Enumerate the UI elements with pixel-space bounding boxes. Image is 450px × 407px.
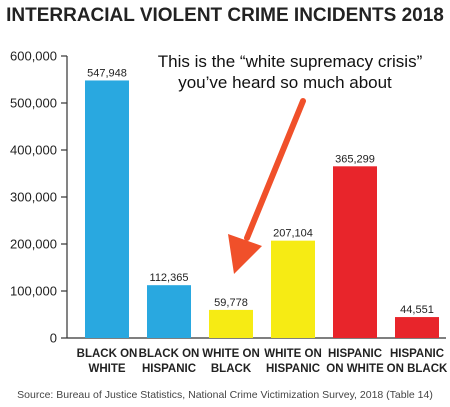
y-tick-label: 600,000: [10, 49, 57, 64]
annotation-arrow-shaft: [244, 98, 306, 241]
bar: [333, 166, 377, 338]
category-label: BLACK: [211, 363, 252, 375]
category-label: BLACK ON: [77, 348, 138, 360]
bars: [85, 80, 439, 338]
category-label: WHITE: [88, 363, 125, 375]
category-label: ON WHITE: [326, 363, 384, 375]
category-label: HISPANIC: [142, 363, 196, 375]
bar-value-label: 44,551: [400, 304, 434, 316]
bar-value-label: 112,365: [150, 272, 189, 284]
chart-title: INTERRACIAL VIOLENT CRIME INCIDENTS 2018: [6, 5, 444, 26]
y-tick-label: 200,000: [10, 237, 57, 252]
bar: [209, 309, 253, 338]
bar: [147, 285, 191, 338]
bar: [271, 240, 315, 338]
category-label: HISPANIC: [328, 348, 382, 360]
bar-value-label: 365,299: [335, 153, 375, 165]
category-label: ON BLACK: [387, 363, 448, 375]
category-labels: BLACK ON WHITE BLACK ON HISPANIC WHITE ON BLA…: [77, 348, 448, 375]
source-note: Source: Bureau of Justice Statistics, Na…: [17, 389, 433, 401]
annotation-line-1: This is the “white supremacy crisis”: [158, 52, 423, 71]
annotation: This is the “white supremacy crisis” you…: [158, 52, 423, 274]
y-tick-label: 500,000: [10, 96, 57, 111]
bar: [85, 80, 129, 338]
y-tick-label: 0: [50, 331, 57, 346]
bar-value-label: 59,778: [214, 297, 248, 309]
y-tick-label: 300,000: [10, 190, 57, 205]
bar-value-label: 207,104: [273, 228, 313, 240]
category-label: WHITE ON: [264, 348, 322, 360]
annotation-arrow-head: [228, 234, 262, 274]
annotation-line-2: you’ve heard so much about: [178, 73, 392, 92]
y-axis: 0 100,000 200,000 300,000 400,000 500,000 600,…: [10, 49, 68, 346]
category-label: WHITE ON: [202, 348, 260, 360]
category-label: HISPANIC: [390, 348, 444, 360]
bar-value-label: 547,948: [87, 67, 127, 79]
category-label: BLACK ON: [139, 348, 200, 360]
category-label: HISPANIC: [266, 363, 320, 375]
y-tick-label: 400,000: [10, 143, 57, 158]
y-tick-label: 100,000: [10, 284, 57, 299]
bar: [395, 317, 439, 338]
value-labels: 547,948 112,365 59,778 207,104 365,299 44,551: [87, 67, 434, 316]
